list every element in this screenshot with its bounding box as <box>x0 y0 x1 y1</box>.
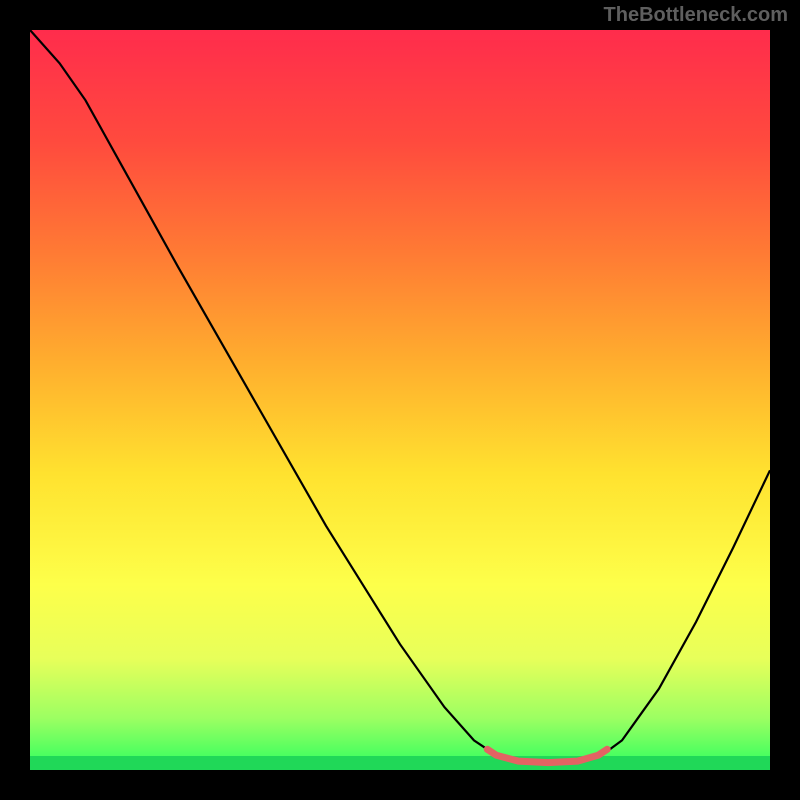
chart-container: TheBottleneck.com <box>0 0 800 800</box>
bottleneck-chart <box>0 0 800 800</box>
chart-bottom-strip <box>30 756 770 770</box>
plot-background <box>30 30 770 770</box>
